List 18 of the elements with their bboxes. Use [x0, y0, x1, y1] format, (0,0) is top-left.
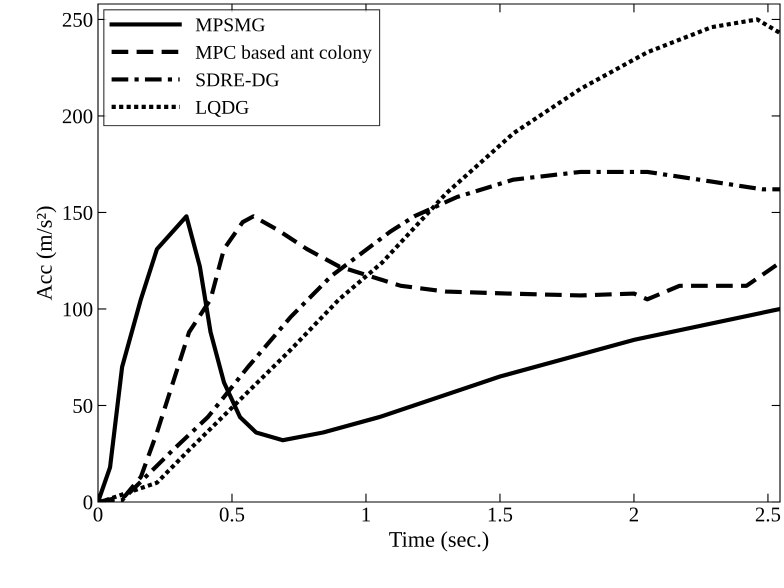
x-tick-label: 1.5: [488, 508, 512, 522]
x-tick-label: 0: [94, 507, 102, 522]
x-tick-label: 2.5: [756, 508, 780, 522]
y-axis-title: Acc (m/s²): [36, 206, 56, 300]
legend-label: MPSMG: [196, 18, 265, 32]
x-tick-label: 2: [630, 508, 638, 522]
y-tick-label: 0: [84, 495, 92, 510]
legend-label: MPC based ant colony: [196, 45, 372, 63]
legend-label: SDRE-DG: [196, 73, 279, 86]
x-tick-label: 0.5: [220, 507, 244, 522]
legend-label: LQDG: [196, 100, 249, 117]
y-tick-label: 50: [74, 398, 92, 413]
y-tick-label: 100: [64, 302, 92, 316]
x-tick-label: 1: [362, 508, 370, 522]
y-tick-label: 200: [62, 109, 92, 124]
y-tick-label: 250: [62, 12, 92, 27]
x-axis-title: Time (sec.): [389, 531, 488, 552]
y-tick-label: 150: [64, 206, 92, 220]
